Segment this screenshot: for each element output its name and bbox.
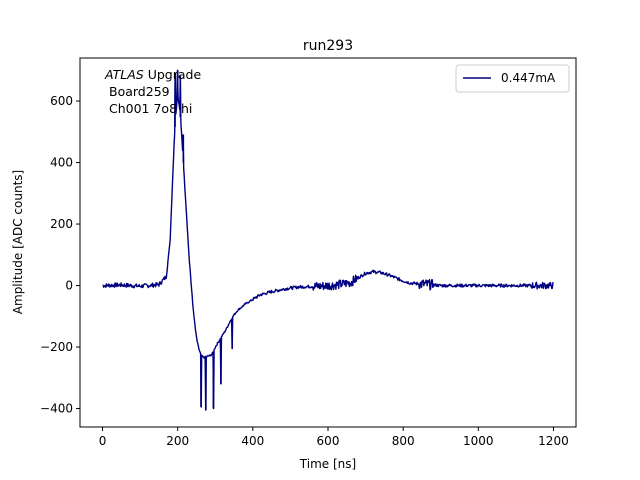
x-tick-label: 400 (241, 434, 264, 448)
series-layer (102, 69, 554, 411)
annotation-atlas: ATLAS (104, 67, 144, 82)
annotation-line-3: Ch001 7o8 hi (109, 101, 192, 116)
legend: 0.447mA (455, 64, 570, 93)
y-tick-label: 400 (50, 156, 73, 170)
plot-area (79, 57, 577, 428)
y-tick-label: −200 (40, 340, 73, 354)
x-tick-label: 800 (392, 434, 415, 448)
annotation-upgrade: Upgrade (144, 67, 202, 82)
y-tick-label: 600 (50, 94, 73, 108)
y-tick-label: 200 (50, 217, 73, 231)
annotation-line-1: ATLAS Upgrade (104, 67, 201, 82)
y-axis-label: Amplitude [ADC counts] (11, 170, 25, 314)
y-tick-label: 0 (65, 279, 73, 293)
x-tick-label: 1200 (538, 434, 569, 448)
x-tick-label: 0 (99, 434, 107, 448)
y-axis: −400 −200 0 200 400 600 (40, 94, 80, 416)
legend-label: 0.447mA (501, 71, 556, 85)
x-tick-label: 600 (317, 434, 340, 448)
y-tick-label: −400 (40, 402, 73, 416)
annotation-block: ATLAS Upgrade Board259 Ch001 7o8 hi (104, 67, 201, 116)
annotation-line-2: Board259 (109, 84, 170, 99)
x-tick-label: 1000 (463, 434, 494, 448)
chart-title: run293 (303, 38, 353, 54)
x-axis: 0 200 400 600 800 1000 1200 (99, 427, 569, 448)
legend-box (455, 64, 570, 93)
x-axis-label: Time [ns] (299, 457, 356, 471)
x-tick-label: 200 (166, 434, 189, 448)
